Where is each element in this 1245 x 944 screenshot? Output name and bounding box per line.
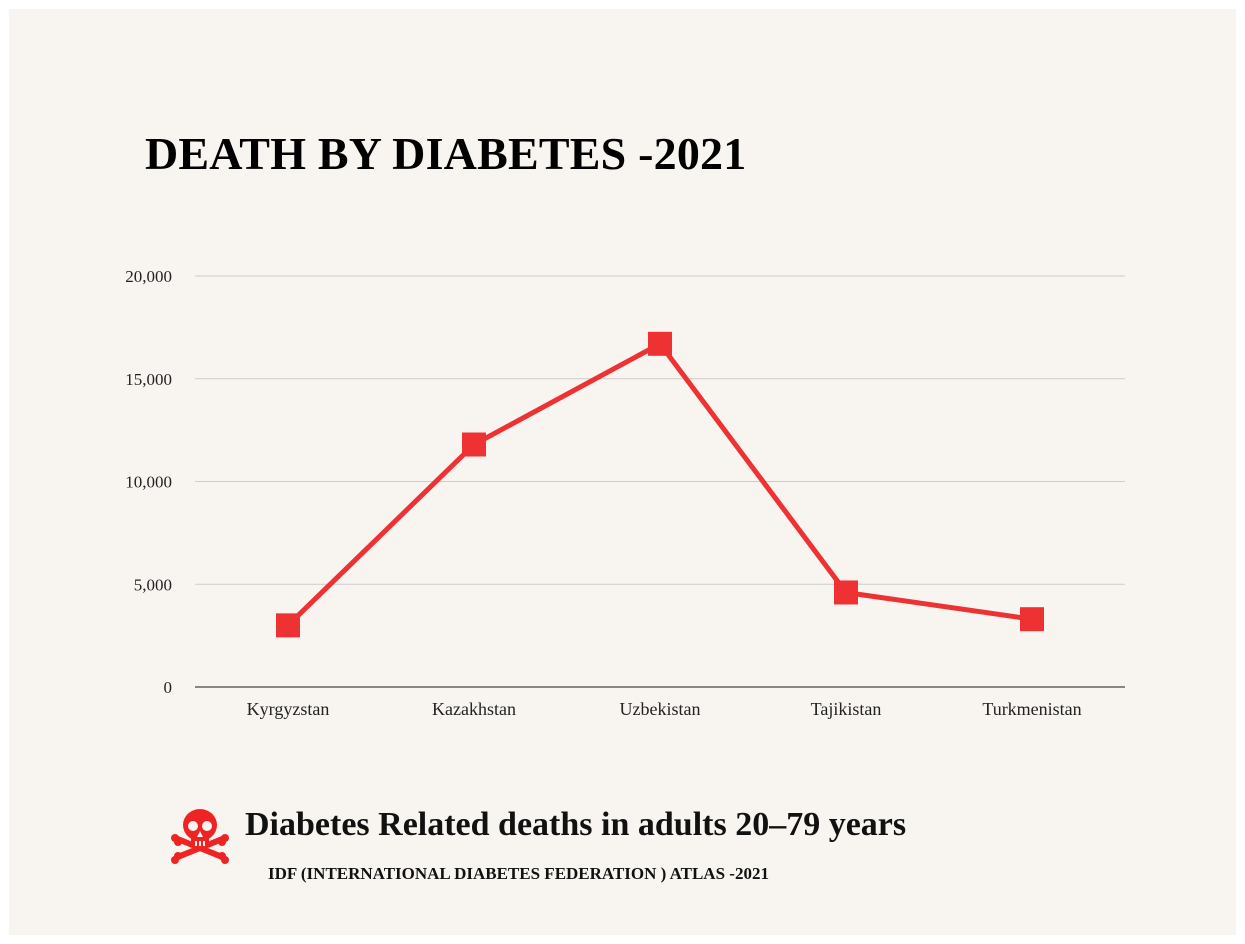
skull-crossbones-icon	[171, 809, 229, 864]
x-tick-label: Kazakhstan	[432, 699, 516, 719]
source-note: IDF (INTERNATIONAL DIABETES FEDERATION )…	[268, 864, 769, 883]
data-point-marker	[1020, 607, 1044, 632]
y-axis-tick-labels: 0 5,000 10,000 15,000 20,000	[125, 267, 172, 697]
chart-caption: Diabetes Related deaths in adults 20–79 …	[245, 806, 907, 843]
y-tick-label: 0	[164, 678, 173, 697]
chart-title: DEATH BY DIABETES -2021	[145, 128, 747, 179]
series-markers	[276, 331, 1044, 638]
x-tick-label: Tajikistan	[811, 699, 882, 719]
line-chart: 0 5,000 10,000 15,000 20,000 Kyrgyzstan Kazak…	[125, 267, 1125, 719]
y-tick-label: 15,000	[125, 370, 172, 389]
x-tick-label: Turkmenistan	[982, 699, 1081, 719]
data-point-marker	[648, 331, 672, 356]
grid-lines	[195, 275, 1125, 688]
x-tick-label: Kyrgyzstan	[247, 699, 330, 719]
y-tick-label: 10,000	[125, 473, 172, 492]
data-point-marker	[276, 613, 300, 638]
data-point-marker	[834, 580, 858, 605]
series-line	[286, 341, 1033, 628]
y-tick-label: 20,000	[125, 267, 172, 286]
x-axis-tick-labels: Kyrgyzstan Kazakhstan Uzbekistan Tajikistan…	[247, 699, 1082, 719]
x-tick-label: Uzbekistan	[620, 699, 701, 719]
series-line-path	[286, 341, 1033, 628]
y-tick-label: 5,000	[134, 575, 172, 594]
data-point-marker	[462, 432, 486, 457]
slide: DEATH BY DIABETES -2021 0 5,000 10,000 15,0…	[9, 9, 1236, 935]
